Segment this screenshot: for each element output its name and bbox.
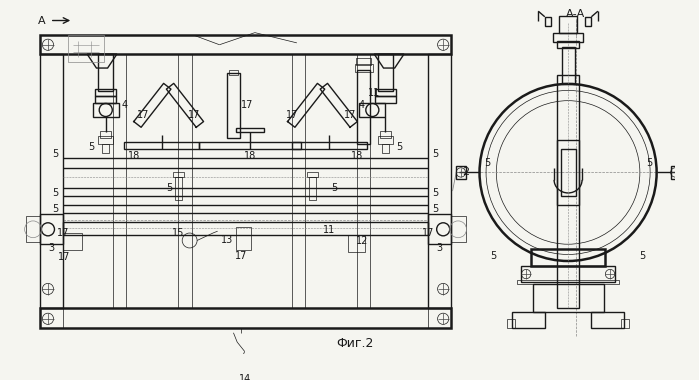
Text: 4: 4 — [358, 100, 364, 110]
Bar — [41, 54, 63, 307]
Bar — [96, 96, 116, 103]
Bar — [559, 16, 577, 33]
Bar — [380, 131, 391, 138]
Bar — [531, 249, 605, 266]
Text: 5: 5 — [52, 204, 59, 214]
Text: 14: 14 — [240, 374, 252, 380]
Text: 18: 18 — [128, 150, 140, 161]
Text: 11: 11 — [368, 88, 380, 98]
Text: 5: 5 — [646, 158, 652, 168]
Text: А: А — [38, 16, 45, 25]
Bar — [96, 89, 116, 96]
Bar — [26, 216, 41, 242]
Bar — [507, 319, 515, 328]
Bar — [557, 41, 579, 49]
Bar — [456, 166, 466, 179]
Bar — [93, 103, 119, 117]
Bar — [227, 73, 240, 138]
Text: 17: 17 — [422, 228, 435, 238]
Bar — [557, 74, 579, 307]
Bar — [561, 47, 575, 84]
Bar — [199, 142, 301, 149]
Bar — [309, 177, 317, 200]
Bar — [41, 214, 63, 244]
Text: 2: 2 — [462, 168, 469, 177]
Bar — [521, 266, 614, 282]
Bar — [591, 312, 624, 328]
Text: 17: 17 — [235, 251, 247, 261]
Text: 18: 18 — [352, 150, 363, 161]
Bar — [124, 142, 199, 149]
Bar — [621, 319, 628, 328]
Bar — [512, 312, 545, 328]
Bar — [99, 54, 113, 91]
Text: 17: 17 — [188, 110, 201, 120]
Bar — [428, 214, 451, 244]
Bar — [375, 89, 396, 96]
Bar — [359, 103, 385, 117]
Text: 17: 17 — [57, 228, 69, 238]
Text: 3: 3 — [49, 243, 55, 253]
Text: 17: 17 — [241, 100, 254, 110]
Bar — [428, 54, 451, 307]
Text: 5: 5 — [166, 183, 172, 193]
Bar — [557, 140, 579, 205]
Bar — [375, 96, 396, 103]
Text: 12: 12 — [356, 236, 368, 246]
Text: 5: 5 — [52, 188, 59, 198]
Bar — [100, 131, 111, 138]
Bar — [173, 173, 184, 177]
Text: 5: 5 — [484, 158, 490, 168]
Text: 15: 15 — [172, 228, 185, 238]
Bar — [63, 222, 428, 235]
Bar — [553, 33, 583, 42]
Text: 18: 18 — [244, 150, 257, 161]
Text: 17: 17 — [137, 110, 149, 120]
Bar — [356, 58, 371, 65]
Text: 11: 11 — [324, 225, 336, 235]
Bar — [41, 35, 451, 54]
Text: 17: 17 — [344, 110, 356, 120]
Bar — [670, 166, 680, 179]
Bar — [41, 307, 451, 328]
Text: 5: 5 — [640, 251, 646, 261]
Bar — [99, 136, 113, 144]
Bar — [63, 233, 82, 250]
Text: 5: 5 — [433, 204, 439, 214]
Text: 5: 5 — [433, 188, 439, 198]
Bar — [357, 70, 370, 144]
Text: 17: 17 — [57, 252, 70, 262]
Text: 5: 5 — [433, 149, 439, 159]
Bar — [451, 216, 466, 242]
Bar — [533, 284, 603, 312]
Bar — [561, 149, 575, 196]
Text: 3: 3 — [436, 243, 442, 253]
Bar — [102, 144, 110, 153]
Text: 5: 5 — [52, 149, 59, 159]
Bar — [517, 280, 619, 284]
Text: 4: 4 — [122, 100, 127, 110]
Bar — [233, 360, 248, 375]
Text: Фиг.2: Фиг.2 — [336, 337, 373, 350]
Bar — [236, 226, 251, 250]
Bar — [229, 70, 238, 74]
Bar — [354, 64, 373, 72]
Text: 5: 5 — [491, 251, 496, 261]
Bar — [382, 144, 389, 153]
Bar — [292, 142, 367, 149]
Bar — [307, 173, 318, 177]
Text: 17: 17 — [286, 110, 298, 120]
Text: 5: 5 — [396, 142, 403, 152]
Bar — [236, 128, 264, 132]
Bar — [175, 177, 182, 200]
Text: А-А: А-А — [566, 9, 585, 19]
Text: 5: 5 — [89, 142, 95, 152]
Text: 5: 5 — [331, 183, 337, 193]
Bar — [378, 54, 393, 91]
Bar — [348, 235, 365, 252]
Text: 13: 13 — [221, 234, 233, 245]
Bar — [69, 35, 104, 62]
Bar — [378, 136, 393, 144]
